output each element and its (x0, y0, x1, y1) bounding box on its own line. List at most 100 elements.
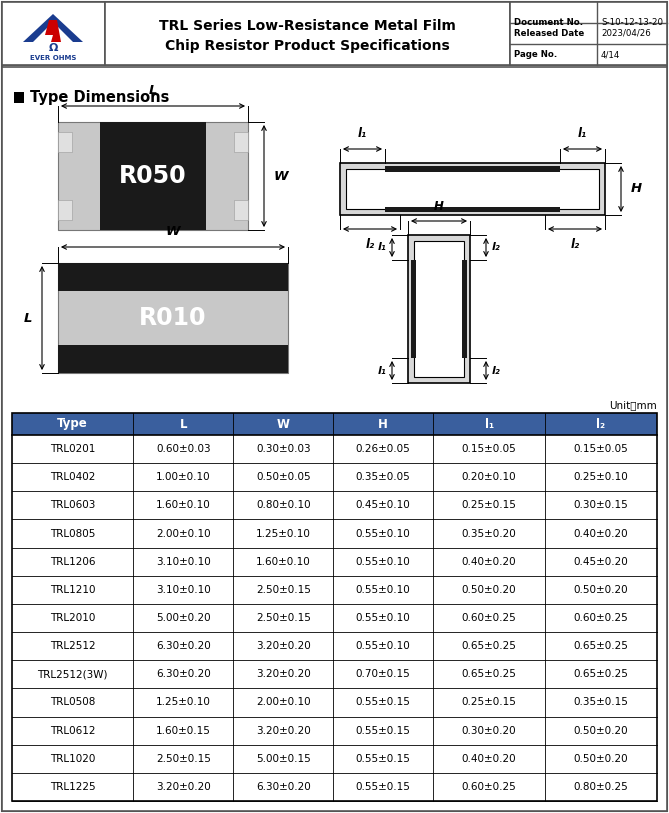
Bar (12, 413, 657, 435)
Text: 0.35±0.05: 0.35±0.05 (356, 472, 411, 482)
Bar (12, 576, 657, 604)
Text: TRL0612: TRL0612 (50, 726, 96, 736)
Text: 0.30±0.03: 0.30±0.03 (256, 444, 310, 454)
Bar (58, 263, 288, 291)
Text: 0.55±0.10: 0.55±0.10 (356, 641, 411, 651)
Text: 2.00±0.10: 2.00±0.10 (256, 698, 310, 707)
Text: H: H (631, 182, 642, 195)
Text: 0.65±0.25: 0.65±0.25 (462, 641, 516, 651)
Bar (414, 241, 464, 377)
Text: TRL1225: TRL1225 (50, 782, 96, 792)
Text: TRL Series Low-Resistance Metal Film: TRL Series Low-Resistance Metal Film (159, 19, 456, 33)
Bar (58, 132, 72, 152)
Text: 0.40±0.20: 0.40±0.20 (462, 557, 516, 567)
Text: 0.55±0.10: 0.55±0.10 (356, 528, 411, 538)
Polygon shape (45, 20, 61, 42)
Bar (12, 491, 657, 520)
Bar (12, 716, 657, 745)
Bar (12, 413, 657, 801)
Text: 0.35±0.15: 0.35±0.15 (573, 698, 628, 707)
Text: 5.00±0.20: 5.00±0.20 (156, 613, 211, 623)
Bar (58, 122, 248, 230)
Text: 0.55±0.15: 0.55±0.15 (356, 726, 411, 736)
Text: 3.20±0.20: 3.20±0.20 (156, 782, 211, 792)
Text: 0.60±0.03: 0.60±0.03 (156, 444, 211, 454)
Text: W: W (277, 418, 290, 431)
Text: TRL1206: TRL1206 (50, 557, 96, 567)
Bar (12, 548, 657, 576)
Bar (2, 2, 667, 65)
Text: TRL0508: TRL0508 (50, 698, 95, 707)
Text: 0.45±0.10: 0.45±0.10 (356, 500, 411, 511)
Bar (12, 773, 657, 801)
Text: l₁: l₁ (377, 242, 386, 253)
Text: 0.55±0.10: 0.55±0.10 (356, 557, 411, 567)
Text: 0.65±0.25: 0.65±0.25 (573, 669, 628, 680)
Text: Type: Type (58, 418, 88, 431)
Text: 0.80±0.25: 0.80±0.25 (574, 782, 628, 792)
Text: 0.50±0.20: 0.50±0.20 (574, 754, 628, 763)
Bar (100, 122, 206, 230)
Text: 3.20±0.20: 3.20±0.20 (256, 669, 310, 680)
Text: 1.60±0.15: 1.60±0.15 (156, 726, 211, 736)
Bar (411, 260, 416, 358)
Text: 3.10±0.10: 3.10±0.10 (156, 557, 211, 567)
Bar (346, 169, 599, 209)
Text: 1.60±0.10: 1.60±0.10 (256, 557, 310, 567)
Text: 5.00±0.15: 5.00±0.15 (256, 754, 310, 763)
Text: S-10-12-13-20: S-10-12-13-20 (601, 19, 663, 28)
Text: 0.35±0.20: 0.35±0.20 (462, 528, 516, 538)
Text: TRL0805: TRL0805 (50, 528, 95, 538)
Text: Ω: Ω (48, 43, 58, 53)
Bar (12, 463, 657, 491)
Text: TRL0402: TRL0402 (50, 472, 95, 482)
Bar (12, 604, 657, 632)
Text: TRL0201: TRL0201 (50, 444, 95, 454)
Text: L: L (149, 84, 157, 97)
Text: l₂: l₂ (492, 366, 501, 376)
Text: 6.30±0.20: 6.30±0.20 (156, 641, 211, 651)
Text: l₁: l₁ (377, 366, 386, 376)
Bar (2, 2, 105, 65)
Text: TRL2512: TRL2512 (50, 641, 96, 651)
Bar (12, 435, 657, 463)
Text: 0.20±0.10: 0.20±0.10 (462, 472, 516, 482)
Text: 1.25±0.10: 1.25±0.10 (256, 528, 310, 538)
Text: L: L (179, 418, 187, 431)
Text: 0.70±0.15: 0.70±0.15 (356, 669, 411, 680)
Text: 2.00±0.10: 2.00±0.10 (156, 528, 211, 538)
Text: L: L (23, 311, 32, 324)
Text: TRL1020: TRL1020 (50, 754, 95, 763)
Text: Document No.: Document No. (514, 19, 583, 28)
Polygon shape (23, 14, 83, 42)
Bar (12, 689, 657, 716)
Text: Type Dimensions: Type Dimensions (30, 90, 169, 105)
Bar (462, 260, 467, 358)
Bar (234, 132, 248, 152)
Text: 4/14: 4/14 (601, 50, 620, 59)
Text: 0.30±0.15: 0.30±0.15 (574, 500, 628, 511)
Text: 0.60±0.25: 0.60±0.25 (574, 613, 628, 623)
Bar (12, 660, 657, 689)
Bar (510, 2, 667, 65)
Text: l₂: l₂ (365, 238, 375, 251)
Text: 3.10±0.10: 3.10±0.10 (156, 585, 211, 595)
Text: W: W (274, 169, 288, 182)
Text: 0.55±0.10: 0.55±0.10 (356, 585, 411, 595)
Text: Page No.: Page No. (514, 50, 557, 59)
Bar (105, 2, 510, 65)
Text: 1.00±0.10: 1.00±0.10 (156, 472, 211, 482)
Text: 0.45±0.20: 0.45±0.20 (574, 557, 628, 567)
Text: 0.25±0.15: 0.25±0.15 (462, 698, 516, 707)
Text: 0.25±0.15: 0.25±0.15 (462, 500, 516, 511)
Text: l₁: l₁ (578, 127, 587, 140)
Text: H: H (434, 200, 444, 213)
Text: TRL2010: TRL2010 (50, 613, 95, 623)
Bar (12, 7, 90, 59)
Text: 0.80±0.10: 0.80±0.10 (256, 500, 310, 511)
Text: 0.50±0.05: 0.50±0.05 (256, 472, 310, 482)
Text: l₂: l₂ (571, 238, 579, 251)
Text: 0.60±0.25: 0.60±0.25 (462, 782, 516, 792)
Text: 0.65±0.25: 0.65±0.25 (462, 669, 516, 680)
Bar (385, 166, 560, 172)
